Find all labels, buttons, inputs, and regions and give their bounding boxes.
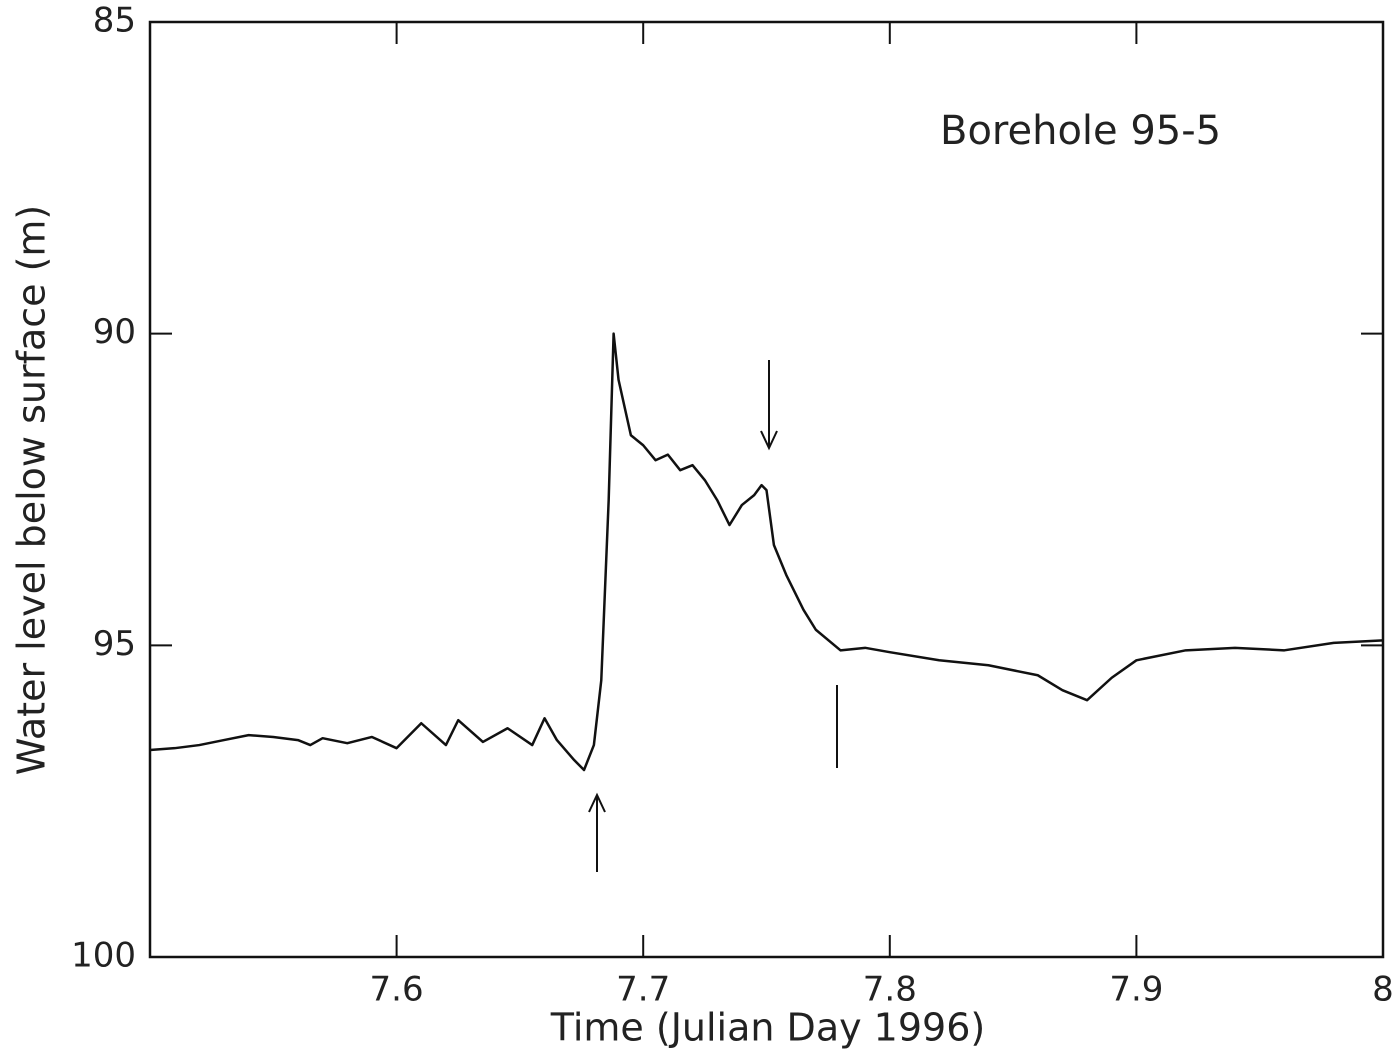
x-tick-label: 7.8: [863, 970, 917, 1010]
plot-frame: [148, 20, 1385, 959]
y-tick-label: 85: [93, 1, 136, 41]
annotation: Borehole 95-5: [940, 108, 1221, 154]
y-tick-label: 95: [93, 624, 136, 664]
y-tick-label: 90: [93, 312, 136, 352]
y-axis-title: Water level below surface (m): [10, 205, 54, 776]
arrows: [588, 360, 838, 872]
x-tick-label: 7.6: [370, 970, 424, 1010]
x-tick-label: 7.9: [1109, 970, 1163, 1010]
x-tick-label: 8: [1372, 970, 1394, 1010]
data-line: [149, 332, 1384, 772]
arrow-head: [588, 792, 606, 813]
arrow-head: [760, 430, 778, 451]
x-tick-label: 7.7: [616, 970, 670, 1010]
y-tick-label: 100: [71, 936, 136, 976]
x-axis-title: Time (Julian Day 1996): [550, 1006, 985, 1050]
